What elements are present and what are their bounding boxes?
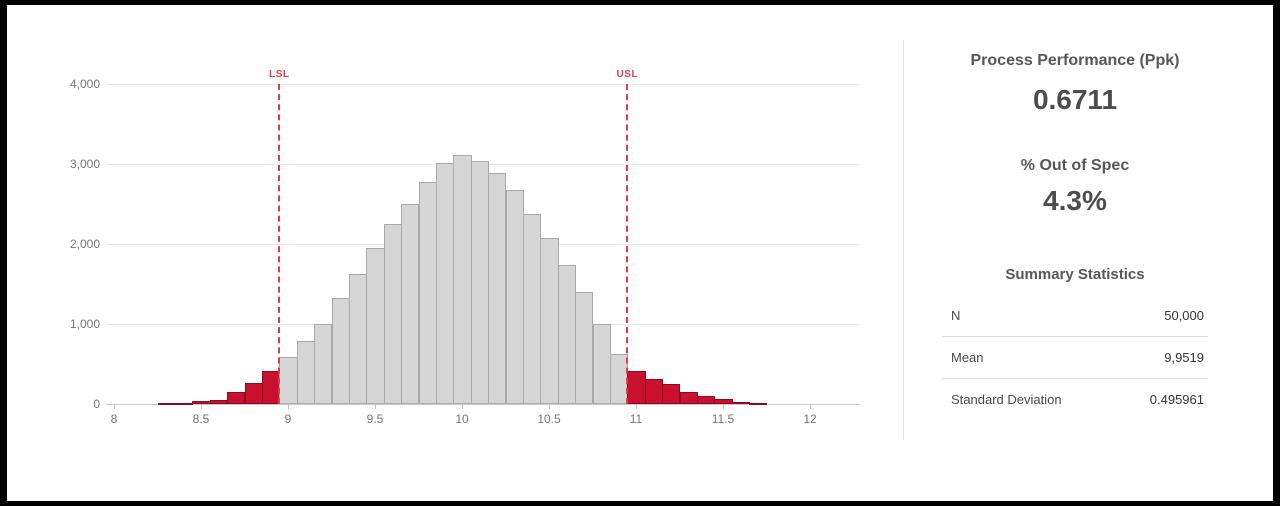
histogram-bar <box>470 160 490 404</box>
histogram-bar <box>522 213 542 404</box>
x-axis-tick-label: 8.5 <box>192 412 210 426</box>
histogram-bar <box>192 401 211 404</box>
histogram-bar <box>714 399 733 404</box>
y-axis-tick-label: 4,000 <box>69 77 100 91</box>
x-axis-tick-label: 10.5 <box>537 412 561 426</box>
histogram-bar <box>540 237 559 404</box>
histogram-bar <box>435 163 455 404</box>
summary-row: Standard Deviation 0.495961 <box>942 379 1208 420</box>
histogram-bar <box>488 172 507 404</box>
histogram-bar <box>244 383 263 404</box>
summary-row-value: 50,000 <box>1164 308 1204 323</box>
x-axis-tick-label: 9 <box>284 412 292 426</box>
ppk-title: Process Performance (Ppk) <box>970 52 1180 69</box>
histogram-bar <box>227 392 246 404</box>
histogram-bar <box>592 324 611 404</box>
x-axis-tick <box>723 404 724 409</box>
summary-row-value: 0.495961 <box>1149 392 1204 407</box>
y-axis-tick-label: 1,000 <box>69 317 100 331</box>
x-axis-tick-label: 12 <box>803 412 817 426</box>
histogram-bar <box>296 340 316 404</box>
usl-label: USL <box>616 69 639 80</box>
panel-divider <box>903 40 904 440</box>
summary-statistics-table: N 50,000 Mean 9,9519 Standard Deviation 0.495… <box>942 295 1208 420</box>
lsl-label: LSL <box>269 69 290 80</box>
x-axis-tick-label: 11.5 <box>711 412 735 426</box>
x-axis-tick <box>375 404 376 409</box>
histogram-bar <box>679 392 698 404</box>
histogram-bar <box>401 204 420 404</box>
summary-row-label: Standard Deviation <box>951 392 1062 407</box>
gridline <box>106 84 860 85</box>
histogram-plot: 0 1,000 2,000 3,000 4,000 8 8.5 9 9.5 10 10.5 11 11.… <box>7 5 903 501</box>
summary-row-value: 9,9519 <box>1164 350 1204 365</box>
histogram-bar <box>749 402 768 405</box>
x-axis-tick <box>549 404 550 409</box>
y-axis-tick-label: 0 <box>93 397 100 411</box>
histogram-bar <box>644 379 664 404</box>
lsl-line <box>278 84 281 404</box>
histogram-bar <box>174 402 194 405</box>
x-axis-tick-label: 8 <box>110 412 118 426</box>
histogram-bar <box>314 324 333 404</box>
histogram-bar <box>627 371 646 404</box>
histogram-bar <box>331 298 350 404</box>
histogram-bar <box>505 189 524 404</box>
x-axis-tick <box>288 404 289 409</box>
x-axis-tick <box>201 404 202 409</box>
x-axis-tick <box>810 404 811 409</box>
out-of-spec-title: % Out of Spec <box>1020 157 1130 174</box>
summary-row-label: N <box>951 308 961 323</box>
y-axis-tick-label: 2,000 <box>69 237 100 251</box>
gridline <box>106 404 860 405</box>
x-axis-tick <box>114 404 115 409</box>
report-canvas: 0 1,000 2,000 3,000 4,000 8 8.5 9 9.5 10 10.5 11 11.… <box>7 5 1273 501</box>
histogram-bar <box>383 224 403 404</box>
summary-row-label: Mean <box>951 350 984 365</box>
histogram-bar <box>279 357 298 404</box>
summary-row: Mean 9,9519 <box>942 337 1208 379</box>
summary-statistics-title: Summary Statistics <box>1005 266 1145 283</box>
x-axis-tick-label: 10 <box>455 412 469 426</box>
x-axis-tick <box>462 404 463 409</box>
x-axis-tick-label: 9.5 <box>366 412 384 426</box>
y-axis-tick-label: 3,000 <box>69 157 100 171</box>
out-of-spec-value: 4.3% <box>1043 185 1107 216</box>
histogram-bar <box>366 248 385 404</box>
histogram-bar <box>575 292 594 404</box>
x-axis-tick <box>636 404 637 409</box>
histogram-bar <box>209 400 229 404</box>
x-axis-tick-label: 11 <box>629 412 643 426</box>
histogram-bar <box>696 395 716 404</box>
histogram-bar <box>662 384 681 404</box>
histogram-bar <box>418 181 437 404</box>
histogram-bar <box>453 155 472 404</box>
ppk-value: 0.6711 <box>1032 84 1118 115</box>
histogram-bar <box>731 401 751 404</box>
histogram-bar <box>557 264 577 404</box>
usl-line <box>626 84 629 404</box>
histogram-bar <box>348 274 368 404</box>
stats-panel: Process Performance (Ppk) 0.6711 % Out o… <box>940 5 1210 501</box>
histogram-bar <box>157 403 176 405</box>
summary-row: N 50,000 <box>942 295 1208 337</box>
